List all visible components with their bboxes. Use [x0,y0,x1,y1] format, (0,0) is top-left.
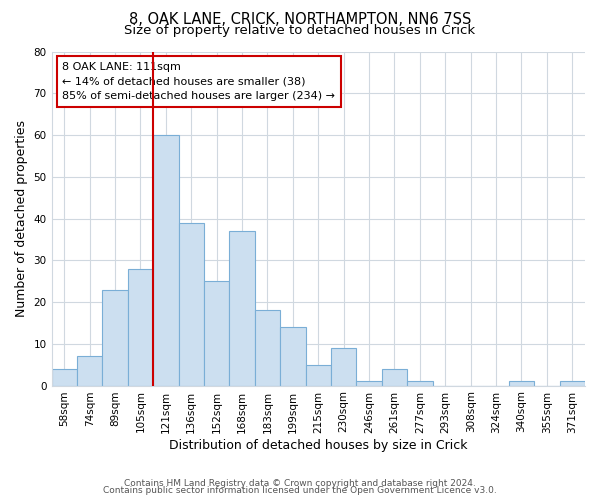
Bar [382,369,407,386]
Bar [128,268,153,386]
Bar [52,369,77,386]
Text: Contains public sector information licensed under the Open Government Licence v3: Contains public sector information licen… [103,486,497,495]
Bar [103,290,128,386]
Bar [229,231,255,386]
Bar [179,222,204,386]
Bar [77,356,103,386]
Bar [356,382,382,386]
Bar [509,382,534,386]
Bar [331,348,356,386]
X-axis label: Distribution of detached houses by size in Crick: Distribution of detached houses by size … [169,440,467,452]
Text: Contains HM Land Registry data © Crown copyright and database right 2024.: Contains HM Land Registry data © Crown c… [124,478,476,488]
Bar [407,382,433,386]
Text: 8, OAK LANE, CRICK, NORTHAMPTON, NN6 7SS: 8, OAK LANE, CRICK, NORTHAMPTON, NN6 7SS [129,12,471,28]
Bar [280,327,305,386]
Bar [255,310,280,386]
Bar [305,364,331,386]
Text: 8 OAK LANE: 111sqm
← 14% of detached houses are smaller (38)
85% of semi-detache: 8 OAK LANE: 111sqm ← 14% of detached hou… [62,62,335,101]
Text: Size of property relative to detached houses in Crick: Size of property relative to detached ho… [124,24,476,37]
Bar [153,135,179,386]
Bar [560,382,585,386]
Y-axis label: Number of detached properties: Number of detached properties [15,120,28,317]
Bar [204,281,229,386]
